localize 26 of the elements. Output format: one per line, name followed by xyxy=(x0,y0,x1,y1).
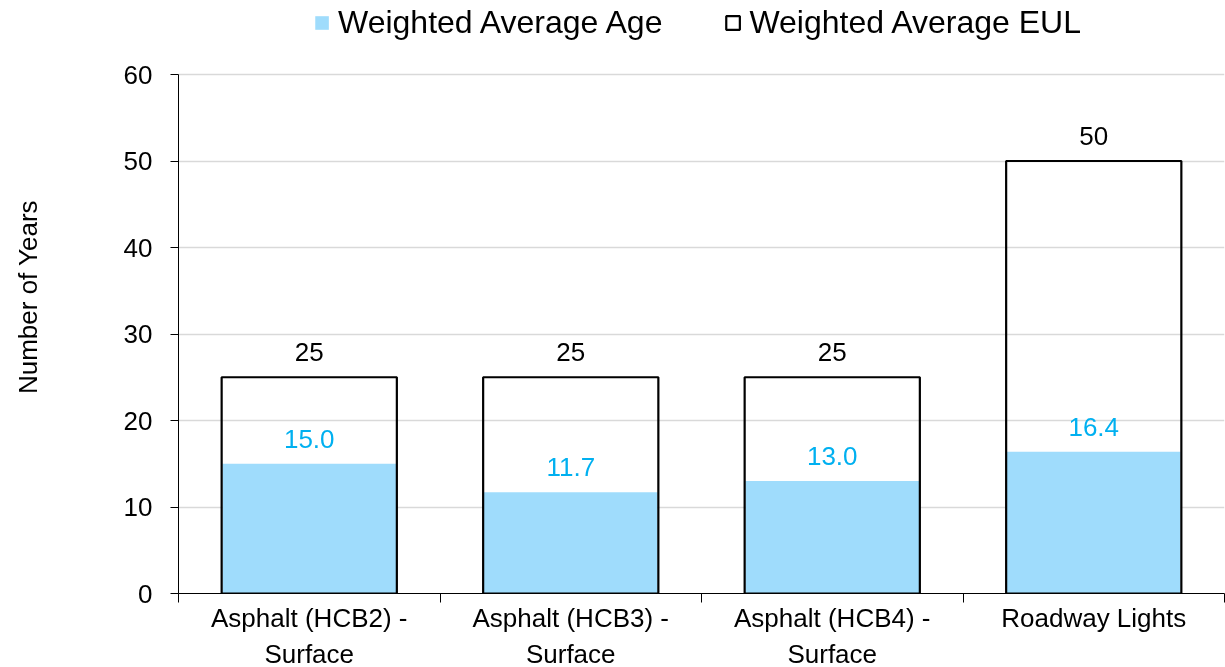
x-tick-label: Asphalt (HCB4) - Surface xyxy=(734,602,931,667)
data-label: 25 xyxy=(556,337,586,368)
x-tick-label: Roadway Lights xyxy=(1001,602,1187,633)
data-label: 15.0 xyxy=(283,423,335,454)
y-tick-label: 40 xyxy=(123,232,153,263)
data-label: 25 xyxy=(294,337,324,368)
y-axis-title: Number of Years xyxy=(12,200,43,395)
bar xyxy=(745,481,920,594)
y-tick-label: 60 xyxy=(123,59,153,90)
x-tick-label: Asphalt (HCB2) - Surface xyxy=(211,602,408,667)
y-tick-label: 10 xyxy=(123,492,153,522)
y-tick-label: 0 xyxy=(138,578,153,609)
bar xyxy=(483,492,658,594)
y-tick-label: 50 xyxy=(123,146,153,176)
data-label: 11.7 xyxy=(546,452,596,483)
legend-label: Weighted Average EUL xyxy=(749,4,1081,41)
data-label: 25 xyxy=(817,337,847,368)
data-label: 50 xyxy=(1079,121,1109,151)
data-label: 16.4 xyxy=(1068,411,1120,442)
bar xyxy=(1006,451,1181,594)
bar xyxy=(222,463,397,594)
data-label: 13.0 xyxy=(806,441,858,472)
x-tick-label: Asphalt (HCB3) - Surface xyxy=(472,602,669,667)
y-tick-label: 20 xyxy=(123,405,153,436)
legend-label: Weighted Average Age xyxy=(338,4,663,41)
y-tick-label: 30 xyxy=(123,319,153,349)
